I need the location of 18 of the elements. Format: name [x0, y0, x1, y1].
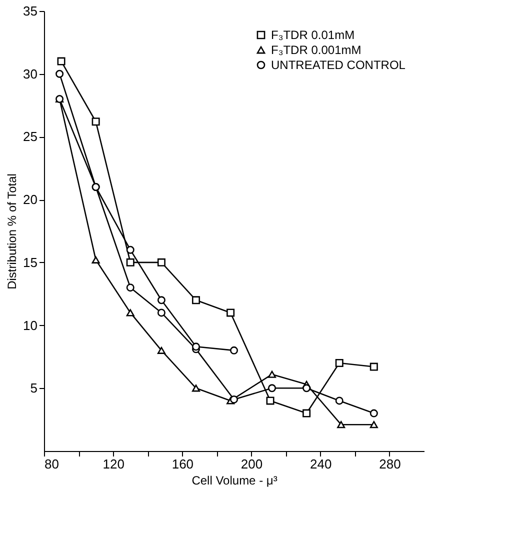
- x-axis-title: Cell Volume - μ³: [192, 474, 278, 488]
- y-tick-label: 25: [23, 129, 38, 144]
- legend-label: UNTREATED CONTROL: [271, 58, 406, 72]
- legend-label: F₃TDR 0.001mM: [271, 43, 362, 57]
- x-tick-label: 240: [310, 456, 332, 472]
- x-tick-label: 120: [102, 456, 124, 472]
- x-tick-label: 80: [44, 456, 59, 472]
- y-tick-label: 15: [23, 254, 38, 270]
- y-tick-label: 10: [23, 318, 38, 333]
- x-tick-label: 200: [240, 456, 263, 472]
- y-tick-label: 20: [23, 192, 38, 208]
- y-tick-label: 30: [23, 66, 38, 82]
- x-tick-label: 280: [379, 456, 401, 472]
- y-tick-label: 35: [23, 4, 38, 18]
- legend-label: F₃TDR 0.01mM: [271, 28, 355, 42]
- x-tick-label: 160: [172, 456, 194, 472]
- y-tick-label: 5: [30, 380, 38, 396]
- y-axis-title: Distribution % of Total: [5, 174, 20, 290]
